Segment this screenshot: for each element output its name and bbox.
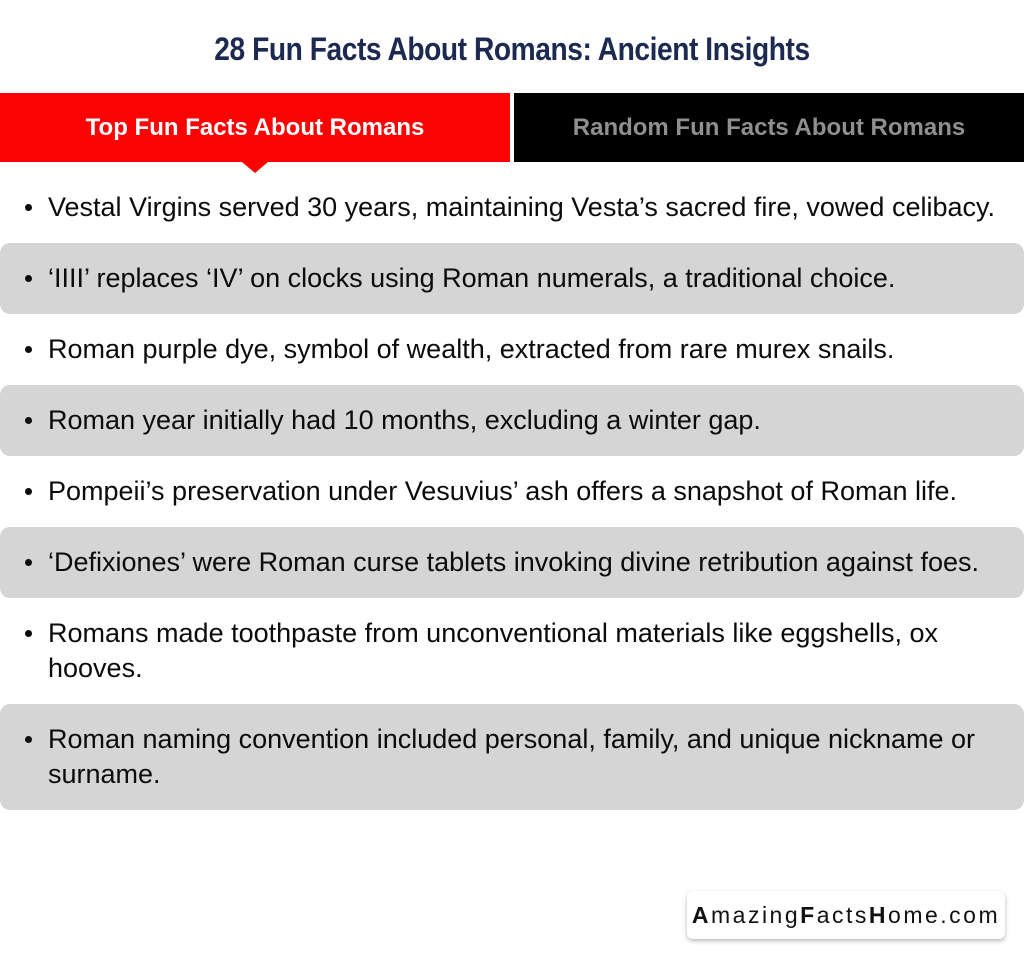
watermark-suffix: .com: [940, 901, 1001, 928]
fact-item: Roman year initially had 10 months, excl…: [0, 385, 1024, 456]
fact-item: Romans made toothpaste from unconvention…: [0, 610, 1024, 692]
tab-random-fun-facts[interactable]: Random Fun Facts About Romans: [514, 93, 1024, 162]
bullet-icon: [25, 630, 32, 637]
bullet-icon: [25, 346, 32, 353]
fact-item: ‘IIII’ replaces ‘IV’ on clocks using Rom…: [0, 243, 1024, 314]
tab-top-fun-facts-label: Top Fun Facts About Romans: [85, 113, 425, 141]
fact-item: Vestal Virgins served 30 years, maintain…: [0, 184, 1024, 231]
bullet-icon: [25, 204, 32, 211]
fact-text: Roman purple dye, symbol of wealth, extr…: [48, 334, 895, 364]
fact-text: ‘IIII’ replaces ‘IV’ on clocks using Rom…: [48, 263, 896, 293]
fact-text: Roman year initially had 10 months, excl…: [48, 405, 761, 435]
fact-item: Roman purple dye, symbol of wealth, extr…: [0, 326, 1024, 373]
watermark-badge: Amazing Facts Home .com: [687, 891, 1005, 939]
fact-text: Roman naming convention included persona…: [48, 724, 976, 789]
watermark-text: Amazing: [691, 901, 801, 928]
tab-bar: Top Fun Facts About Romans Random Fun Fa…: [0, 93, 1024, 173]
active-tab-pointer-icon: [242, 162, 268, 173]
watermark-text: Facts: [800, 901, 869, 928]
fact-text: Romans made toothpaste from unconvention…: [48, 618, 938, 683]
bullet-icon: [25, 417, 32, 424]
fact-text: ‘Defixiones’ were Roman curse tablets in…: [48, 547, 979, 577]
page-title: 28 Fun Facts About Romans: Ancient Insig…: [214, 31, 810, 67]
fact-text: Vestal Virgins served 30 years, maintain…: [48, 192, 995, 222]
fact-item: Roman naming convention included persona…: [0, 704, 1024, 810]
watermark-text: Home: [868, 901, 941, 928]
facts-list: Vestal Virgins served 30 years, maintain…: [0, 184, 1024, 822]
tab-divider: [510, 93, 514, 162]
bullet-icon: [25, 275, 32, 282]
bullet-icon: [25, 559, 32, 566]
fact-item: ‘Defixiones’ were Roman curse tablets in…: [0, 527, 1024, 598]
bullet-icon: [25, 736, 32, 743]
bullet-icon: [25, 488, 32, 495]
tab-top-fun-facts[interactable]: Top Fun Facts About Romans: [0, 93, 510, 173]
fact-item: Pompeii’s preservation under Vesuvius’ a…: [0, 468, 1024, 515]
fact-text: Pompeii’s preservation under Vesuvius’ a…: [48, 476, 958, 506]
tab-random-fun-facts-label: Random Fun Facts About Romans: [572, 113, 966, 141]
